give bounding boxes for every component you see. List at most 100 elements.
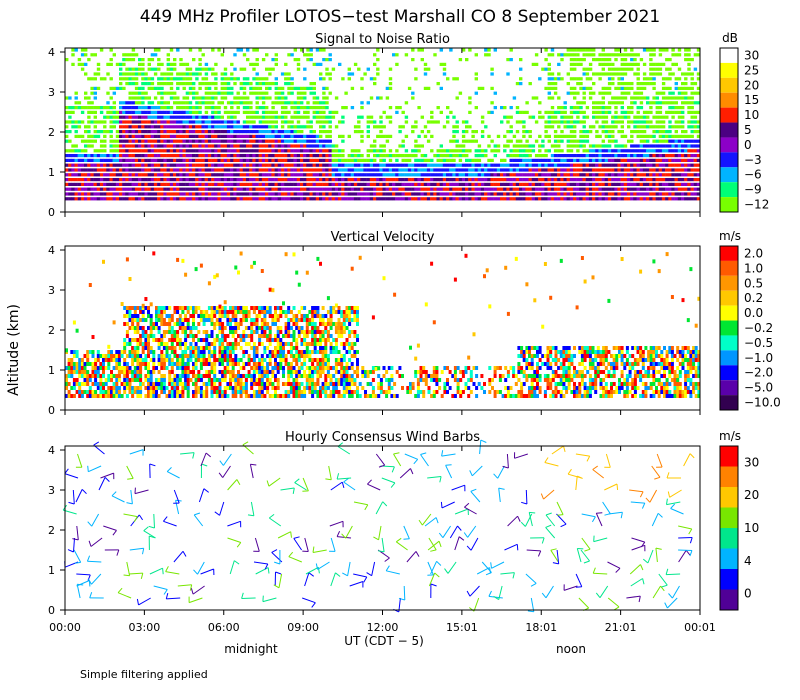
snr-cell [553, 158, 558, 162]
snr-cell [341, 163, 345, 167]
snr-cell [649, 120, 653, 124]
snr-cell [446, 77, 450, 81]
snr-cell [630, 106, 634, 110]
snr-cell [239, 187, 243, 191]
velocity-cell [186, 370, 190, 374]
snr-cell [84, 72, 88, 76]
velocity-cell [160, 306, 164, 310]
snr-cell [173, 96, 177, 100]
snr-cell [379, 130, 383, 134]
snr-cell [255, 130, 259, 134]
snr-cell [588, 125, 593, 129]
velocity-cell [181, 306, 185, 310]
snr-cell [71, 110, 75, 114]
velocity-cell [181, 258, 185, 263]
velocity-cell [88, 378, 92, 382]
snr-cell [236, 130, 240, 134]
snr-cell [617, 192, 621, 196]
snr-cell [242, 197, 247, 201]
snr-cell [242, 163, 247, 167]
snr-cell [582, 67, 586, 71]
snr-cell [157, 192, 161, 196]
snr-cell [341, 139, 345, 143]
snr-cell [147, 149, 151, 153]
snr-cell [284, 106, 288, 110]
snr-cell [547, 120, 551, 124]
snr-cell [588, 67, 593, 71]
snr-cell [620, 91, 624, 95]
snr-cell [300, 48, 304, 52]
snr-cell [353, 158, 358, 162]
snr-cell [604, 192, 609, 196]
snr-cell [681, 149, 685, 153]
snr-cell [119, 110, 123, 114]
snr-cell [87, 130, 91, 134]
snr-cell [576, 158, 580, 162]
snr-cell [687, 168, 691, 172]
snr-cell [404, 182, 409, 186]
snr-cell [376, 134, 380, 138]
velocity-cell [157, 306, 161, 310]
velocity-cell [72, 362, 76, 366]
snr-cell [220, 163, 224, 167]
snr-cell [188, 154, 193, 158]
snr-cell [217, 197, 221, 201]
snr-cell [385, 96, 390, 100]
velocity-cell [155, 322, 158, 326]
velocity-cell [120, 350, 124, 354]
velocity-cell [117, 358, 121, 362]
snr-cell [252, 154, 256, 158]
snr-cell [553, 178, 558, 182]
snr-cell [261, 168, 266, 172]
snr-cell [188, 91, 193, 95]
snr-cell [531, 182, 536, 186]
snr-cell [627, 192, 631, 196]
velocity-cell [173, 338, 177, 342]
velocity-cell [115, 374, 119, 378]
velocity-cell [67, 382, 71, 386]
snr-cell [150, 173, 155, 177]
snr-cell [649, 82, 653, 86]
snr-cell [131, 178, 136, 182]
snr-cell [163, 130, 167, 134]
snr-cell [519, 67, 523, 71]
snr-cell [328, 91, 332, 95]
snr-cell [115, 173, 120, 177]
velocity-cell [107, 354, 111, 358]
snr-cell [601, 110, 605, 114]
snr-cell [188, 67, 193, 71]
velocity-cell [160, 350, 164, 354]
snr-cell [607, 53, 612, 57]
snr-cell [528, 197, 532, 201]
velocity-cell [128, 318, 132, 322]
snr-cell [363, 178, 367, 182]
velocity-cell [133, 370, 137, 374]
snr-cell [147, 110, 151, 114]
snr-cell [550, 106, 555, 110]
snr-cell [93, 192, 97, 196]
snr-cell [242, 91, 247, 95]
snr-cell [569, 182, 574, 186]
snr-cell [128, 173, 132, 177]
snr-cell [376, 48, 380, 52]
snr-cell [169, 192, 174, 196]
snr-cell [109, 125, 113, 129]
snr-cell [96, 178, 101, 182]
snr-cell [684, 101, 688, 105]
snr-cell [442, 149, 447, 153]
snr-cell [265, 178, 269, 182]
snr-cell [93, 115, 97, 119]
snr-cell [627, 154, 631, 158]
snr-cell [103, 173, 107, 177]
snr-cell [442, 158, 447, 162]
snr-cell [687, 158, 691, 162]
snr-cell [665, 110, 669, 114]
snr-cell [280, 96, 285, 100]
snr-cell [309, 154, 313, 158]
snr-cell [477, 187, 482, 191]
snr-cell [230, 163, 234, 167]
snr-cell [144, 120, 148, 124]
velocity-cell [149, 322, 153, 326]
snr-cell [109, 163, 113, 167]
snr-cell [585, 173, 590, 177]
